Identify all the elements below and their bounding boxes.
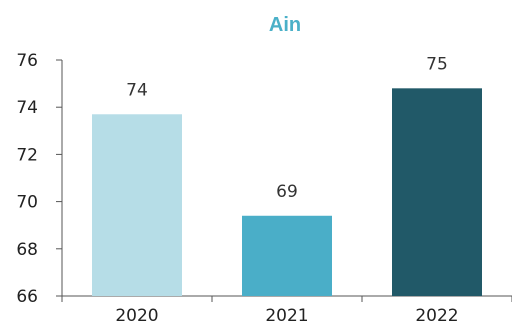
y-tick-label: 66 (16, 287, 38, 307)
bar (242, 215, 332, 296)
y-tick-label: 70 (16, 193, 38, 213)
x-axis-ticks: 2020 2021 2022 (61, 296, 512, 326)
x-tick-label: 2021 (265, 306, 308, 326)
y-tick-label: 72 (16, 145, 38, 165)
y-tick-label: 74 (16, 98, 38, 118)
data-label: 74 (126, 80, 148, 100)
bars: 74 69 75 (92, 54, 482, 296)
y-tick-label: 76 (16, 51, 38, 71)
x-tick-label: 2022 (415, 306, 458, 326)
data-label: 75 (426, 54, 448, 74)
chart-title: Ain (269, 14, 301, 36)
y-axis-ticks: 66 68 70 72 74 76 (16, 51, 62, 307)
data-label: 69 (276, 182, 298, 202)
bar (392, 88, 482, 296)
x-tick-label: 2020 (115, 306, 158, 326)
bar (92, 114, 182, 296)
y-tick-label: 68 (16, 240, 38, 260)
